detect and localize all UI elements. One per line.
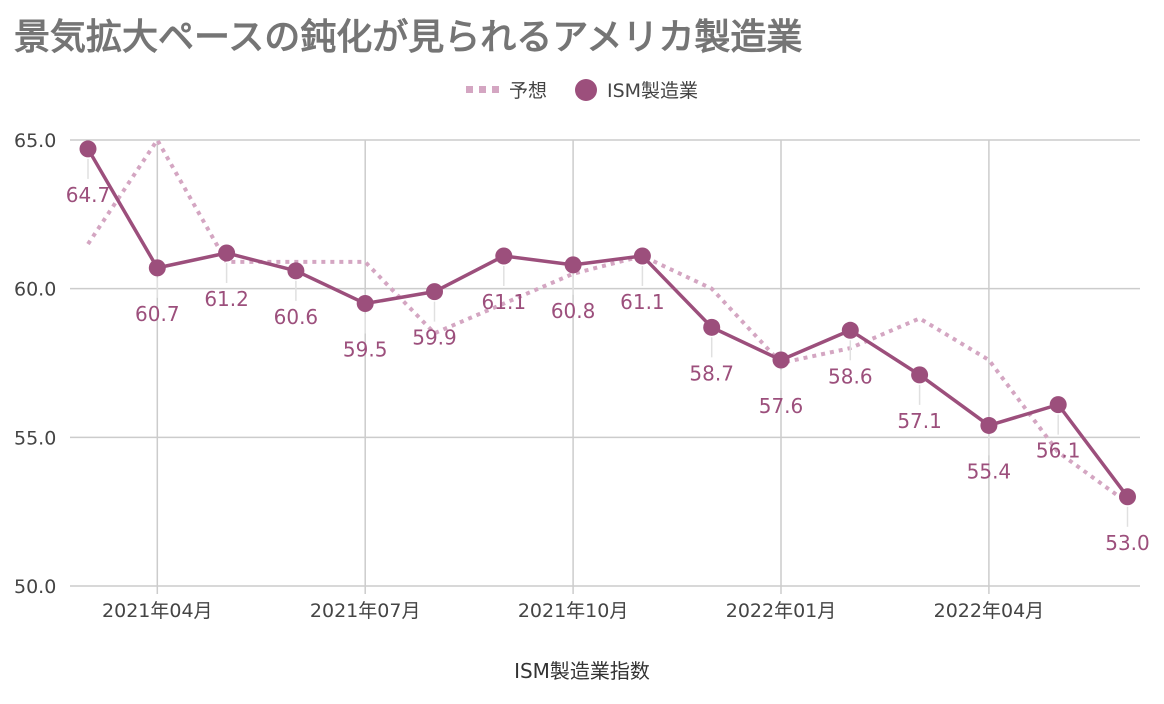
- data-point: [495, 247, 513, 265]
- y-tick-label: 50.0: [14, 576, 56, 598]
- legend: 予想 ISM製造業: [0, 76, 1164, 103]
- x-tick-label: 2022年04月: [934, 600, 1045, 622]
- data-point: [79, 140, 97, 158]
- data-label: 56.1: [1036, 439, 1081, 463]
- forecast-line: [86, 136, 1129, 505]
- data-point: [564, 256, 582, 274]
- data-label: 53.0: [1105, 531, 1150, 555]
- legend-label-forecast: 予想: [508, 80, 547, 102]
- legend-item-actual[interactable]: ISM製造業: [574, 76, 699, 103]
- data-label: 61.1: [620, 290, 665, 314]
- y-tick-label: 60.0: [14, 279, 56, 301]
- x-tick-label: 2021年10月: [518, 600, 629, 622]
- actual-series: [79, 140, 1136, 506]
- data-point: [633, 247, 651, 265]
- data-label: 58.6: [828, 364, 873, 388]
- data-label: 55.4: [967, 459, 1012, 483]
- legend-item-forecast[interactable]: 予想: [465, 76, 547, 103]
- data-label: 59.9: [412, 326, 457, 350]
- data-point: [426, 283, 443, 301]
- data-point: [772, 351, 790, 369]
- x-tick-label: 2022年01月: [726, 600, 837, 622]
- legend-dotted-line-icon: [465, 86, 499, 93]
- data-point: [1049, 396, 1067, 414]
- data-label: 60.7: [135, 302, 180, 326]
- data-point: [841, 321, 859, 339]
- data-label: 59.5: [343, 338, 388, 362]
- data-point: [356, 295, 374, 313]
- actual-line: [86, 148, 1129, 498]
- data-label: 61.1: [482, 290, 527, 314]
- data-point: [148, 259, 166, 277]
- x-tick-label: 2021年07月: [310, 600, 421, 622]
- data-point: [703, 318, 721, 336]
- data-label: 60.8: [551, 299, 596, 323]
- data-point: [1119, 488, 1136, 506]
- chart-title: 景気拡大ペースの鈍化が見られるアメリカ製造業: [14, 17, 803, 58]
- data-point: [980, 416, 998, 434]
- y-tick-label: 65.0: [14, 130, 56, 152]
- data-point: [287, 262, 305, 280]
- grid-layer: [70, 139, 1140, 594]
- data-point: [218, 244, 236, 262]
- x-axis-title: ISM製造業指数: [514, 659, 650, 683]
- legend-circle-icon: [574, 78, 597, 101]
- data-label: 57.6: [759, 394, 804, 418]
- axis-labels: 65.0 60.0 55.0 50.0 2021年04月 2021年07月 2021年10月…: [14, 130, 1044, 622]
- data-labels: 64.7 60.7 61.2 60.6 59.5 59.9 61.1 60.8 61.1 58.7…: [66, 158, 1150, 555]
- data-label: 60.6: [274, 305, 319, 329]
- data-label: 61.2: [204, 287, 249, 311]
- forecast-series: [86, 136, 1129, 505]
- legend-label-actual: ISM製造業: [606, 80, 699, 102]
- data-label: 57.1: [897, 409, 942, 433]
- data-label: 64.7: [66, 183, 111, 207]
- x-tick-label: 2021年04月: [102, 600, 213, 622]
- data-point: [911, 366, 929, 384]
- data-label: 58.7: [689, 361, 734, 385]
- y-tick-label: 55.0: [14, 427, 56, 449]
